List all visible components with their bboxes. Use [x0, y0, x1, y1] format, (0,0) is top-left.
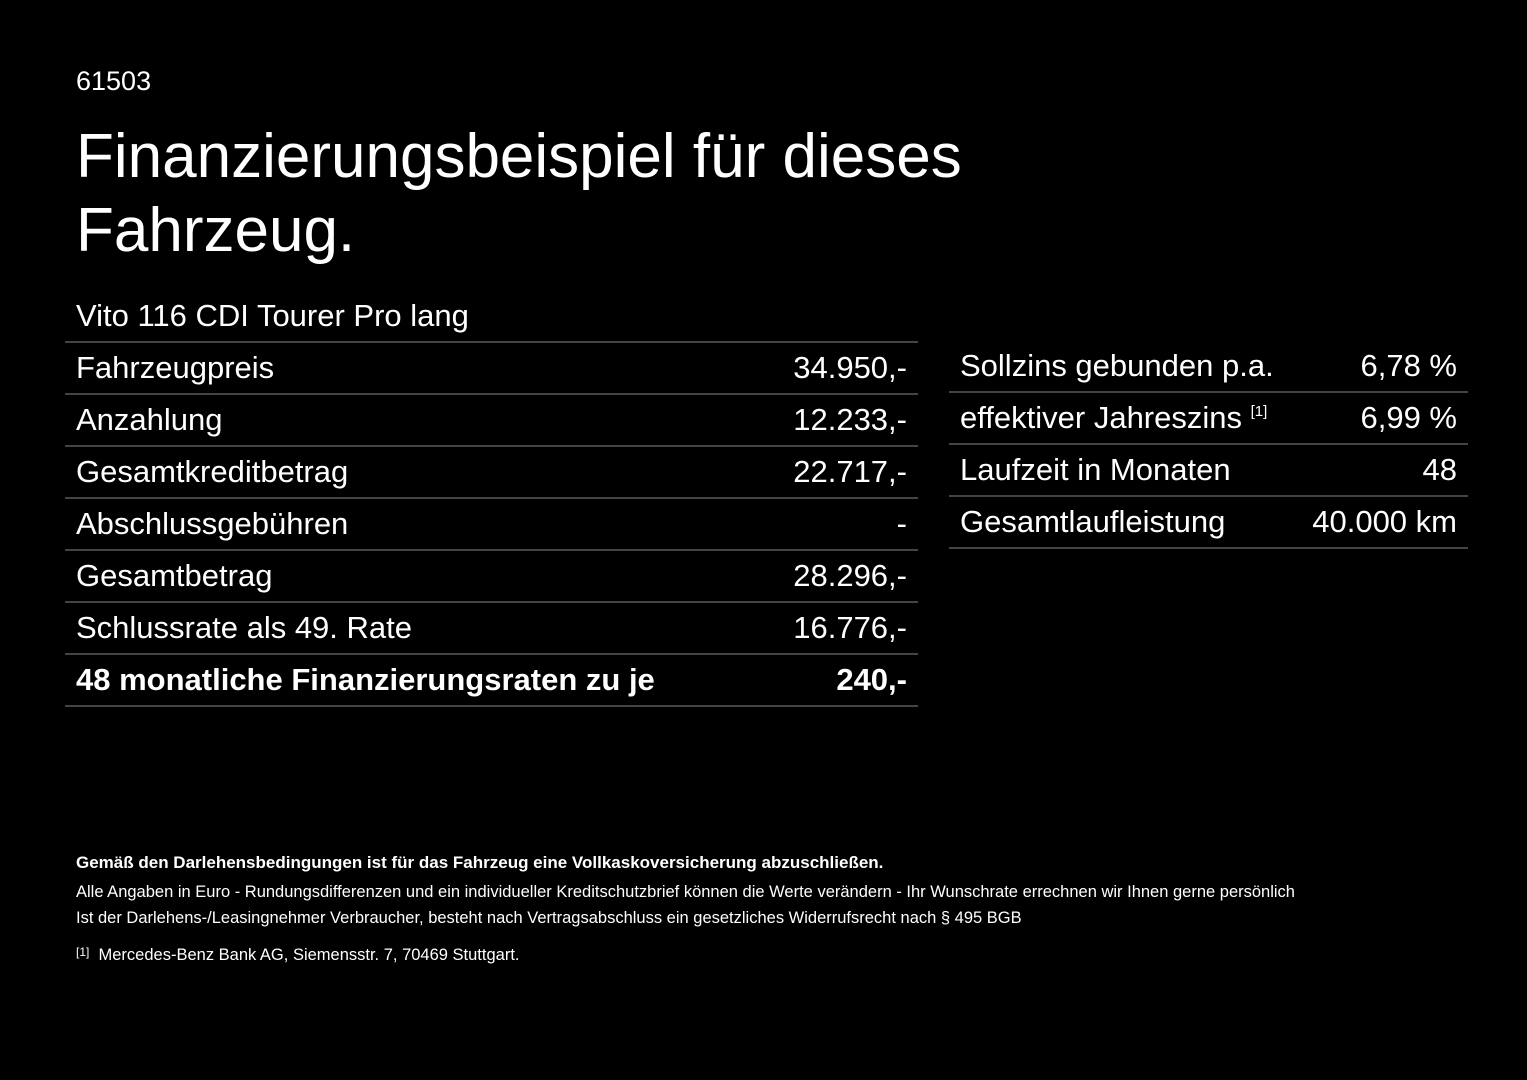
- cell-text: Laufzeit in Monaten: [960, 452, 1231, 487]
- cell: Gesamtlaufleistung: [949, 496, 1296, 549]
- table-row: Abschlussgebühren -: [65, 498, 918, 551]
- cell: 22.717,-: [760, 446, 918, 499]
- right-table: Sollzins gebunden p.a. 6,78 % effektiver J…: [949, 341, 1468, 549]
- table-row: Gesamtbetrag 28.296,-: [65, 550, 918, 603]
- cell-text: -: [896, 506, 907, 541]
- table-row: Gesamtkreditbetrag 22.717,-: [65, 446, 918, 499]
- cell: 28.296,-: [760, 550, 918, 603]
- table-row: Schlussrate als 49. Rate 16.776,-: [65, 602, 918, 655]
- cell-text: Anzahlung: [76, 402, 223, 437]
- cell: 12.233,-: [760, 394, 918, 447]
- cell-text: Gesamtkreditbetrag: [76, 454, 349, 489]
- cell: 40.000 km: [1295, 496, 1468, 549]
- note: Alle Angaben in Euro - Rundungsdifferenz…: [76, 883, 1295, 901]
- table-row: Sollzins gebunden p.a. 6,78 %: [949, 341, 1468, 393]
- cell-text: 28.296,-: [793, 558, 907, 593]
- code: 61503: [76, 66, 152, 96]
- cell-text: 22.717,-: [793, 454, 907, 489]
- cell-text: 6,78 %: [1360, 348, 1457, 383]
- cell-text: Sollzins gebunden p.a.: [960, 348, 1274, 383]
- cell-text: 16.776,-: [793, 610, 907, 645]
- cell-text: 48: [1422, 452, 1457, 487]
- cell: Laufzeit in Monaten: [949, 444, 1296, 497]
- cell-text: Gesamtlaufleistung: [960, 504, 1226, 539]
- table-row: Gesamtlaufleistung 40.000 km: [949, 496, 1468, 549]
- cell: -: [760, 498, 918, 551]
- cell-text: Gesamtbetrag: [76, 558, 273, 593]
- note: Ist der Darlehens-/Leasingnehmer Verbrau…: [76, 909, 1022, 927]
- table-row: 48 monatliche Finanzierungsraten zu je 24…: [65, 654, 918, 707]
- cell: Anzahlung: [65, 394, 761, 447]
- cell-text: effektiver Jahreszins: [960, 400, 1242, 435]
- model: Vito 116 CDI Tourer Pro lang: [76, 298, 469, 333]
- cell: Abschlussgebühren: [65, 498, 761, 551]
- cell: 6,78 %: [1295, 341, 1468, 393]
- cell-text: 6,99 %: [1360, 400, 1457, 435]
- table-row: Anzahlung 12.233,-: [65, 394, 918, 447]
- cell: effektiver Jahreszins [1]: [949, 392, 1296, 445]
- cell: Fahrzeugpreis: [65, 342, 761, 395]
- left-table: Fahrzeugpreis 34.950,- Anzahlung 12.233,- Ge…: [65, 341, 918, 707]
- cell-text: Fahrzeugpreis: [76, 350, 275, 385]
- cell-text: 48 monatliche Finanzierungsraten zu je: [76, 662, 655, 697]
- cell-text: Schlussrate als 49. Rate: [76, 610, 413, 645]
- cell: 34.950,-: [760, 342, 918, 395]
- footnote-marker: [1]: [76, 945, 90, 959]
- cell: Sollzins gebunden p.a.: [949, 341, 1296, 393]
- cell-text: 34.950,-: [793, 350, 907, 385]
- cell-text: 40.000 km: [1312, 504, 1457, 539]
- cell: Schlussrate als 49. Rate: [65, 602, 761, 655]
- cell: 16.776,-: [760, 602, 918, 655]
- cell: 240,-: [760, 654, 918, 707]
- cell: 6,99 %: [1295, 392, 1468, 445]
- cell-text: 12.233,-: [793, 402, 907, 437]
- title-line: Fahrzeug.: [76, 196, 356, 265]
- bold-note: Gemäß den Darlehensbedingungen ist für d…: [76, 853, 884, 872]
- footnote: [1] Mercedes-Benz Bank AG, Siemensstr. 7…: [76, 945, 519, 965]
- cell-text: Abschlussgebühren: [76, 506, 349, 541]
- cell: Gesamtbetrag: [65, 550, 761, 603]
- title-line: Finanzierungsbeispiel für dieses: [76, 122, 962, 191]
- footnote-ref: [1]: [1250, 403, 1268, 420]
- cell: 48: [1295, 444, 1468, 497]
- table-row: Fahrzeugpreis 34.950,-: [65, 342, 918, 395]
- cell: 48 monatliche Finanzierungsraten zu je: [65, 654, 761, 707]
- cell: Gesamtkreditbetrag: [65, 446, 761, 499]
- table-row: Laufzeit in Monaten 48: [949, 444, 1468, 497]
- table-row: effektiver Jahreszins [1] 6,99 %: [949, 392, 1468, 445]
- footnote-text: Mercedes-Benz Bank AG, Siemensstr. 7, 70…: [98, 946, 520, 964]
- title: Finanzierungsbeispiel für dieses Fahrzeug…: [76, 120, 962, 268]
- cell-text: 240,-: [836, 662, 907, 697]
